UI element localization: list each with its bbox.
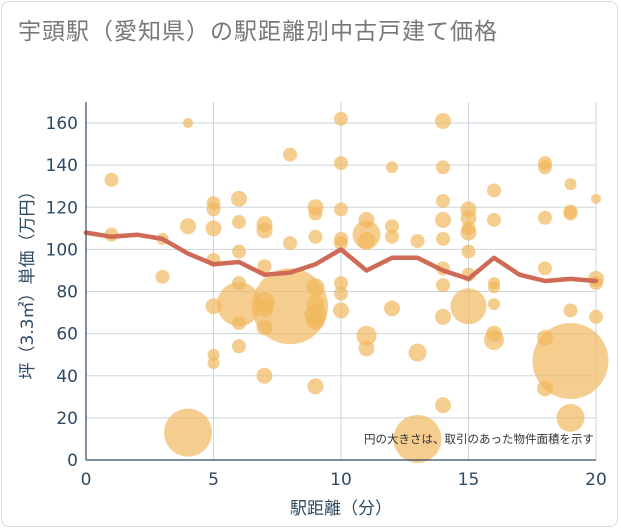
scatter-bubble xyxy=(410,233,425,248)
scatter-bubble xyxy=(257,259,272,274)
scatter-bubble xyxy=(334,286,348,301)
scatter-bubble xyxy=(180,218,196,235)
scatter-bubble xyxy=(532,323,609,400)
scatter-bubble xyxy=(283,236,297,251)
scatter-bubble xyxy=(461,244,476,259)
scatter-bubble xyxy=(450,288,487,325)
scatter-bubble xyxy=(307,378,324,395)
scatter-bubble xyxy=(334,236,348,251)
average-price-line xyxy=(83,230,599,284)
y-tick-label: 0 xyxy=(67,451,78,471)
scatter-bubble xyxy=(155,269,170,284)
scatter-bubble xyxy=(334,156,348,171)
scatter-bubble xyxy=(435,308,451,325)
scatter-bubble xyxy=(487,212,501,227)
scatter-bubble xyxy=(308,206,323,221)
scatter-bubble xyxy=(205,220,222,237)
scatter-bubble xyxy=(386,161,398,174)
scatter-bubble xyxy=(435,112,451,129)
scatter-bubble xyxy=(538,160,552,175)
y-tick-label: 40 xyxy=(56,367,78,387)
scatter-bubble xyxy=(591,193,601,204)
scatter-bubble xyxy=(563,303,578,318)
scatter-bubble xyxy=(488,298,500,311)
scatter-bubble xyxy=(306,312,325,331)
scatter-bubble xyxy=(538,210,552,225)
scatter-bubble xyxy=(408,343,427,362)
scatter-bubble xyxy=(256,222,273,239)
scatter-bubble xyxy=(384,300,400,317)
scatter-bubble xyxy=(231,190,247,207)
scatter-bubble xyxy=(334,276,348,291)
scatter-bubble xyxy=(217,282,261,327)
scatter-bubble xyxy=(484,329,504,350)
scatter-bubble xyxy=(256,367,273,384)
scatter-bubble xyxy=(164,408,212,457)
scatter-bubble xyxy=(334,111,348,126)
scatter-bubble xyxy=(358,340,375,357)
scatter-bubble xyxy=(436,160,450,175)
scatter-bubbles xyxy=(104,111,609,463)
scatter-bubble xyxy=(333,302,349,319)
x-tick-label: 5 xyxy=(208,470,219,490)
scatter-bubble xyxy=(385,219,399,234)
scatter-bubble xyxy=(183,118,193,129)
scatter-bubble xyxy=(385,229,399,244)
scatter-bubble xyxy=(436,231,450,246)
scatter-bubble xyxy=(393,414,442,463)
scatter-bubble xyxy=(232,339,246,354)
scatter-bubble xyxy=(487,183,501,198)
scatter-bubble xyxy=(436,193,450,208)
scatter-bubble xyxy=(356,325,377,346)
y-tick-label: 160 xyxy=(46,114,78,134)
x-tick-label: 15 xyxy=(458,470,480,490)
scatter-bubble xyxy=(488,281,500,294)
scatter-bubble xyxy=(104,172,119,187)
scatter-bubble xyxy=(357,231,376,250)
average-line-group xyxy=(83,230,599,284)
y-tick-label: 120 xyxy=(46,198,78,218)
scatter-bubble xyxy=(206,202,221,217)
scatter-bubble xyxy=(435,397,451,414)
size-legend-note: 円の大きさは、取引のあった物件面積を示す xyxy=(364,432,594,446)
x-tick-label: 10 xyxy=(330,470,352,490)
x-axis-title: 駅距離（分） xyxy=(290,499,392,519)
y-axis-title: 坪（3.3㎡）単価（万円） xyxy=(18,182,38,379)
y-tick-label: 60 xyxy=(56,325,78,345)
scatter-bubble xyxy=(283,147,297,162)
scatter-bubble xyxy=(435,211,451,228)
scatter-bubble xyxy=(207,348,220,361)
y-tick-label: 20 xyxy=(56,409,78,429)
scatter-bubble xyxy=(538,261,552,276)
y-tick-label: 100 xyxy=(46,240,78,260)
scatter-bubble xyxy=(306,278,325,297)
scatter-bubble xyxy=(589,309,603,324)
scatter-bubble xyxy=(563,206,578,221)
scatter-bubble xyxy=(556,403,585,432)
scatter-bubble xyxy=(232,215,246,230)
scatter-bubble xyxy=(460,224,477,241)
scatter-bubble xyxy=(564,178,577,191)
axes xyxy=(85,102,596,461)
scatter-bubble xyxy=(334,202,348,217)
tick-labels: 0 20 40 60 80 100 120 140 160 0 5 10 15 20 xyxy=(46,114,607,490)
x-tick-label: 0 xyxy=(81,470,92,490)
y-tick-label: 80 xyxy=(56,283,78,303)
scatter-bubble xyxy=(436,278,450,293)
scatter-bubble xyxy=(460,209,477,226)
chart-title: 宇頭駅（愛知県）の駅距離別中古戸建て価格 xyxy=(18,19,498,45)
scatter-bubble xyxy=(207,357,220,370)
scatter-bubble xyxy=(232,244,246,259)
scatter-bubble xyxy=(232,316,246,331)
x-tick-label: 20 xyxy=(585,470,607,490)
y-tick-label: 140 xyxy=(46,156,78,176)
scatter-bubble xyxy=(308,229,323,244)
